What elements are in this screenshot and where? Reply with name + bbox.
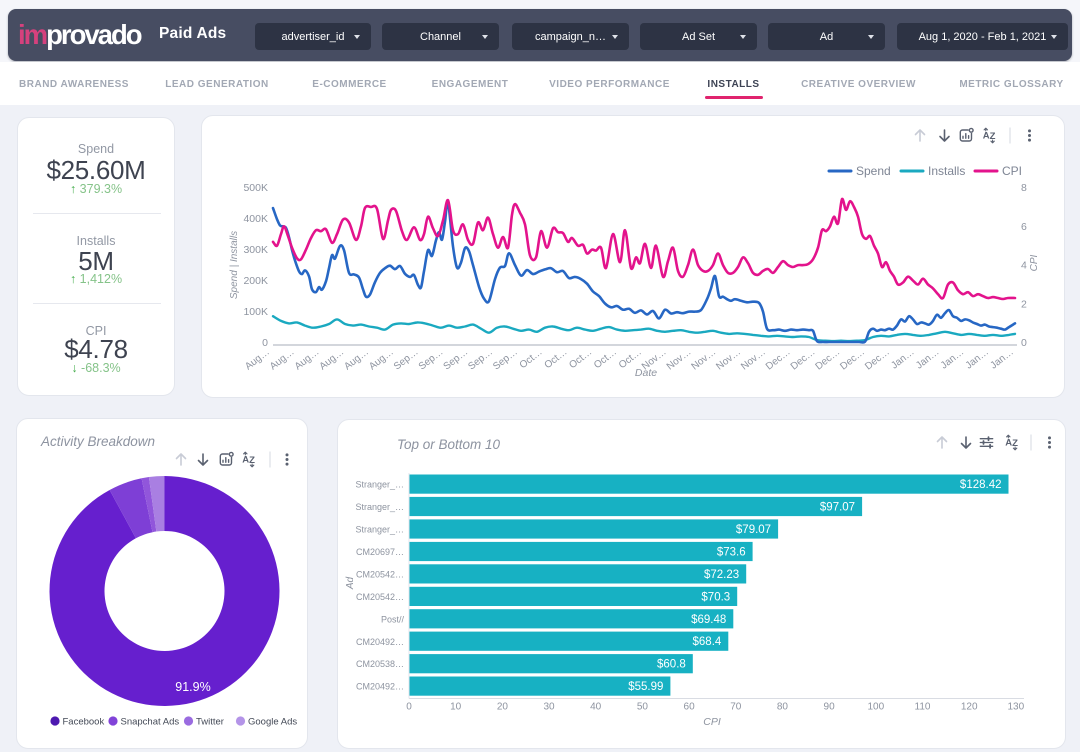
svg-text:Post//: Post// (381, 614, 405, 624)
svg-text:CM20542…: CM20542… (356, 569, 404, 579)
svg-text:130: 130 (1007, 702, 1024, 713)
svg-text:$55.99: $55.99 (628, 681, 663, 693)
svg-text:Top or Bottom 10: Top or Bottom 10 (397, 437, 501, 452)
svg-text:300K: 300K (243, 244, 268, 256)
svg-text:CPI: CPI (703, 716, 721, 728)
svg-text:Aug…: Aug… (243, 347, 272, 373)
svg-text:Oct…: Oct… (567, 347, 594, 371)
svg-text:Sep…: Sep… (417, 347, 446, 373)
svg-text:4: 4 (1021, 260, 1027, 272)
svg-text:Aug…: Aug… (342, 347, 371, 373)
svg-text:Sep…: Sep… (466, 347, 495, 373)
svg-text:90: 90 (824, 702, 836, 713)
svg-text:Facebook: Facebook (63, 717, 105, 728)
svg-text:Sep…: Sep… (392, 347, 421, 373)
svg-text:200K: 200K (243, 275, 268, 287)
svg-text:CPI: CPI (1029, 254, 1040, 271)
svg-text:Nov…: Nov… (690, 347, 719, 373)
svg-text:500K: 500K (243, 182, 268, 194)
svg-text:CM20697…: CM20697… (356, 547, 404, 557)
svg-text:Aug…: Aug… (318, 347, 347, 373)
svg-text:Oct…: Oct… (543, 347, 570, 371)
svg-text:6: 6 (1021, 221, 1027, 233)
svg-text:Sep…: Sep… (491, 347, 520, 373)
svg-text:Snapchat Ads: Snapchat Ads (121, 717, 180, 728)
svg-text:$72.23: $72.23 (704, 569, 739, 581)
svg-text:50: 50 (637, 702, 649, 713)
svg-text:Aug…: Aug… (268, 347, 297, 373)
svg-text:Spend: Spend (856, 164, 891, 178)
svg-text:CM20492…: CM20492… (356, 682, 404, 692)
svg-text:Stranger_…: Stranger_… (355, 525, 404, 535)
svg-text:Spend | Installs: Spend | Installs (229, 231, 240, 299)
svg-text:Jan…: Jan… (964, 347, 991, 372)
svg-text:70: 70 (730, 702, 742, 713)
svg-text:Dec…: Dec… (764, 347, 793, 373)
svg-text:100K: 100K (243, 306, 268, 318)
svg-text:CM20492…: CM20492… (356, 637, 404, 647)
svg-text:Nov…: Nov… (739, 347, 768, 373)
svg-text:Dec…: Dec… (863, 347, 892, 373)
svg-text:CM20542…: CM20542… (356, 592, 404, 602)
svg-text:$97.07: $97.07 (820, 502, 855, 514)
svg-text:$128.42: $128.42 (960, 479, 1002, 491)
svg-text:0: 0 (1021, 337, 1027, 349)
svg-text:110: 110 (915, 702, 931, 713)
svg-text:A: A (242, 455, 249, 466)
svg-text:$70.3: $70.3 (701, 591, 730, 603)
svg-text:Jan…: Jan… (914, 347, 941, 372)
svg-text:80: 80 (777, 702, 789, 713)
svg-text:Jan…: Jan… (939, 347, 966, 372)
svg-text:A: A (983, 131, 990, 142)
svg-text:$79.07: $79.07 (736, 524, 771, 536)
svg-text:0: 0 (406, 702, 412, 713)
svg-text:$69.48: $69.48 (691, 614, 726, 626)
svg-text:$68.4: $68.4 (693, 636, 722, 648)
svg-text:91.9%: 91.9% (175, 680, 210, 694)
svg-text:Nov…: Nov… (665, 347, 694, 373)
svg-text:400K: 400K (243, 213, 268, 225)
svg-text:Z: Z (1012, 438, 1018, 449)
svg-text:CM20538…: CM20538… (356, 659, 404, 669)
svg-text:Sep…: Sep… (442, 347, 471, 373)
svg-text:Jan…: Jan… (889, 347, 916, 372)
svg-text:Installs: Installs (928, 164, 965, 178)
svg-text:30: 30 (543, 702, 555, 713)
svg-text:2: 2 (1021, 298, 1027, 310)
svg-text:Google Ads: Google Ads (248, 717, 297, 728)
svg-text:Aug…: Aug… (367, 347, 396, 373)
svg-text:Jan…: Jan… (988, 347, 1015, 372)
svg-text:100: 100 (867, 702, 884, 713)
svg-text:Aug…: Aug… (293, 347, 322, 373)
svg-text:8: 8 (1021, 182, 1027, 194)
svg-text:0: 0 (262, 337, 268, 349)
svg-text:Z: Z (249, 455, 255, 466)
svg-text:20: 20 (497, 702, 509, 713)
svg-text:Dec…: Dec… (838, 347, 867, 373)
svg-text:10: 10 (450, 702, 462, 713)
svg-text:Dec…: Dec… (789, 347, 818, 373)
svg-text:Stranger_…: Stranger_… (355, 502, 404, 512)
svg-text:$73.6: $73.6 (717, 547, 746, 559)
svg-text:A: A (1005, 438, 1012, 449)
svg-text:Oct…: Oct… (518, 347, 545, 371)
svg-text:$60.8: $60.8 (657, 659, 686, 671)
svg-text:Date: Date (635, 367, 657, 379)
svg-text:CPI: CPI (1002, 164, 1022, 178)
svg-text:40: 40 (590, 702, 602, 713)
svg-text:Stranger_…: Stranger_… (355, 480, 404, 490)
svg-text:60: 60 (684, 702, 696, 713)
svg-text:Nov…: Nov… (714, 347, 743, 373)
svg-text:Z: Z (990, 131, 996, 142)
svg-text:120: 120 (961, 702, 978, 713)
svg-text:Ad: Ad (345, 576, 356, 590)
svg-text:Oct…: Oct… (592, 347, 619, 371)
svg-text:Dec…: Dec… (814, 347, 843, 373)
svg-text:Twitter: Twitter (196, 717, 224, 728)
